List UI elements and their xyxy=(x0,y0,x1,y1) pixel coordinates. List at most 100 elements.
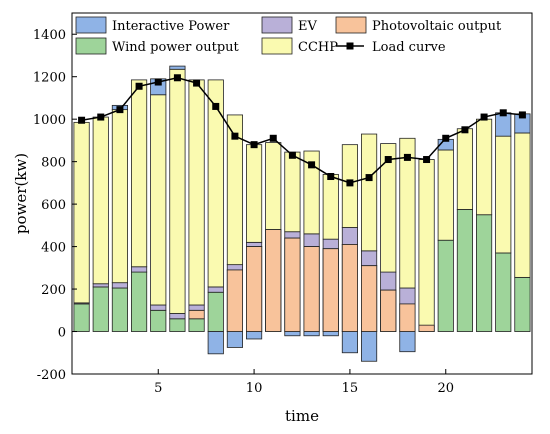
bar-cchp xyxy=(111,109,128,284)
x-tick-label: 20 xyxy=(437,381,454,396)
load-curve-point xyxy=(97,113,105,121)
bar-wind-power-output xyxy=(131,271,148,332)
bar-wind-power-output xyxy=(456,209,473,332)
bar-interactive-power xyxy=(226,331,243,348)
y-axis-label: power(kw) xyxy=(12,153,30,234)
bar-photovoltaic-output xyxy=(418,324,435,332)
bar-ev xyxy=(380,271,397,291)
bar-interactive-power xyxy=(495,112,512,137)
bar-wind-power-output xyxy=(92,286,109,332)
legend-label-wind-power-output: Wind power output xyxy=(112,40,240,55)
bar-layer xyxy=(73,65,531,362)
bar-cchp xyxy=(456,128,473,210)
bar-photovoltaic-output xyxy=(399,303,416,332)
bar-photovoltaic-output xyxy=(341,244,358,332)
bar-photovoltaic-output xyxy=(246,246,263,332)
bar-cchp xyxy=(303,150,320,235)
bar-ev xyxy=(188,304,205,311)
bar-cchp xyxy=(418,159,435,327)
bar-cchp xyxy=(131,79,148,268)
load-curve-point xyxy=(231,132,239,140)
bar-ev xyxy=(226,264,243,271)
bar-photovoltaic-output xyxy=(361,265,378,332)
legend-swatch-wind-power-output xyxy=(75,37,107,55)
legend-swatch-photovoltaic-output xyxy=(335,16,367,34)
bar-interactive-power xyxy=(322,331,339,337)
bar-cchp xyxy=(92,116,109,285)
load-curve-point xyxy=(384,156,392,164)
y-tick-label: 200 xyxy=(41,283,66,298)
load-curve-layer xyxy=(78,74,526,187)
bar-wind-power-output xyxy=(476,214,493,332)
plot-frame xyxy=(71,12,533,375)
bar-cchp xyxy=(380,143,397,273)
load-curve-point xyxy=(135,82,143,90)
legend-label-ev: EV xyxy=(298,19,317,34)
bar-photovoltaic-output xyxy=(380,289,397,332)
load-curve-point xyxy=(78,116,86,124)
bar-cchp xyxy=(265,142,282,230)
bar-cchp xyxy=(495,135,512,254)
y-tick-label: 600 xyxy=(41,198,66,213)
bar-photovoltaic-output xyxy=(265,229,282,332)
bar-ev xyxy=(322,238,339,250)
bar-ev xyxy=(399,287,416,305)
y-tick-label: 400 xyxy=(41,241,66,256)
bar-cchp xyxy=(361,133,378,252)
bar-cchp xyxy=(284,151,301,233)
bar-cchp xyxy=(437,149,454,241)
load-curve-point xyxy=(499,109,507,117)
bar-photovoltaic-output xyxy=(188,309,205,320)
bar-ev xyxy=(131,266,148,273)
legend: Interactive Power EV Photovoltaic output Wi… xyxy=(75,16,502,55)
bar-wind-power-output xyxy=(495,252,512,332)
bar-photovoltaic-output xyxy=(284,237,301,332)
load-curve-point xyxy=(346,179,354,187)
bar-wind-power-output xyxy=(150,309,167,332)
x-tick-label: 15 xyxy=(342,381,359,396)
bar-wind-power-output xyxy=(169,318,186,332)
y-tick-label: -200 xyxy=(37,368,66,383)
load-curve-point xyxy=(154,78,162,86)
bar-wind-power-output xyxy=(437,239,454,332)
bar-wind-power-output xyxy=(111,287,128,332)
bar-ev xyxy=(111,282,128,289)
bar-ev xyxy=(284,231,301,239)
y-tick-label: 800 xyxy=(41,156,66,171)
load-curve-point xyxy=(193,79,201,87)
bar-interactive-power xyxy=(169,65,186,70)
bar-wind-power-output xyxy=(188,318,205,332)
bar-interactive-power xyxy=(246,331,263,340)
bar-cchp xyxy=(246,144,263,243)
bar-wind-power-output xyxy=(73,303,90,332)
load-curve-point xyxy=(116,106,124,114)
bar-interactive-power xyxy=(284,331,301,337)
load-curve-line xyxy=(81,76,523,184)
load-curve-point xyxy=(442,134,450,142)
bar-interactive-power xyxy=(399,331,416,353)
load-curve-point xyxy=(423,156,431,164)
load-curve-point xyxy=(518,111,526,119)
bar-photovoltaic-output xyxy=(322,248,339,332)
bar-cchp xyxy=(150,94,167,306)
y-tick-label: 1200 xyxy=(33,71,66,86)
bar-cchp xyxy=(514,132,531,278)
legend-swatch-ev xyxy=(261,16,293,34)
y-tick-label: 1000 xyxy=(33,113,66,128)
x-axis-label: time xyxy=(285,407,319,425)
load-curve-point xyxy=(403,153,411,161)
bar-interactive-power xyxy=(341,331,358,354)
load-curve-point xyxy=(250,141,258,149)
legend-swatch-interactive-power xyxy=(75,16,107,34)
load-curve-point xyxy=(365,174,373,182)
bar-cchp xyxy=(226,114,243,266)
bar-wind-power-output xyxy=(514,276,531,332)
load-curve-point xyxy=(212,102,220,110)
x-tick-label: 5 xyxy=(154,381,162,396)
x-tick-label: 10 xyxy=(246,381,263,396)
legend-swatch-cchp xyxy=(261,37,293,55)
bar-photovoltaic-output xyxy=(226,269,243,332)
bar-wind-power-output xyxy=(207,291,224,332)
